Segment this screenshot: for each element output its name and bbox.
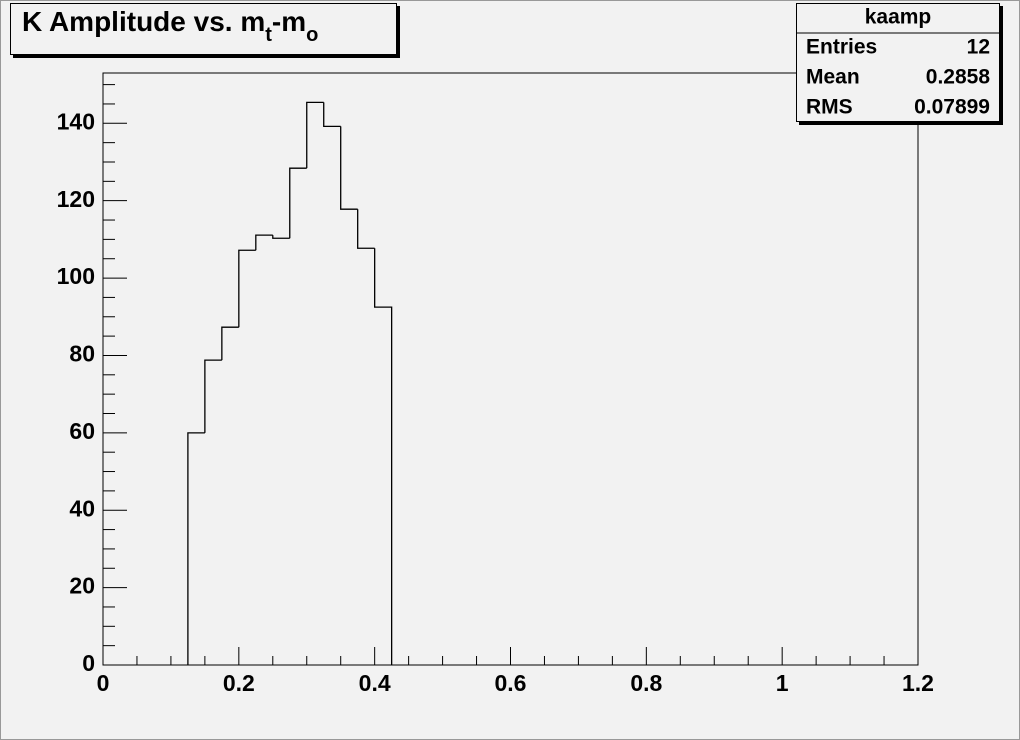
x-tick-label: 1.2 [902,670,934,696]
stats-value: 12 [967,36,990,59]
y-tick-label: 40 [69,495,95,521]
y-tick-label: 20 [69,573,95,599]
histogram-bin [340,126,358,210]
y-tick-label: 120 [57,186,95,212]
stats-frame [796,3,1000,122]
x-tick-label: 0 [97,670,110,696]
stats-title: kaamp [865,6,932,29]
histogram-bin [306,101,324,169]
x-tick-label: 0.8 [630,670,662,696]
histogram-bin [255,234,273,251]
y-tick-label: 0 [82,650,95,676]
title-box [10,3,397,55]
x-tick-label: 0.6 [495,670,527,696]
histogram-bin [238,249,256,328]
stats-box: kaamp Entries 12 Mean 0.2858 RMS 0.07899 [796,3,1003,125]
histogram-bin [221,326,239,361]
title-sub: o [306,24,318,46]
title-text: -m [272,6,306,37]
histogram-bin [204,359,222,433]
y-tick-label: 80 [69,341,95,367]
y-tick-label: 100 [57,263,95,289]
y-tick-label: 140 [57,108,95,134]
title-sub: t [265,24,272,46]
histogram-bin [272,235,290,239]
stats-label: RMS [806,96,853,119]
histogram-bin [187,432,205,665]
x-tick-label: 1 [776,670,789,696]
stats-label: Entries [806,36,877,59]
stats-value: 0.07899 [914,96,990,119]
histogram-bin [374,248,393,665]
x-tick-label: 0.2 [223,670,255,696]
plot-frame [102,72,919,666]
chart-title: K Amplitude vs. mt-mo [22,6,318,46]
stats-value: 0.2858 [926,66,991,89]
histogram-bin [323,102,341,128]
y-tick-label: 60 [69,418,95,444]
title-text: K Amplitude vs. m [22,6,265,37]
histogram-bin [357,209,375,249]
stats-label: Mean [806,66,860,89]
x-tick-label: 0.4 [359,670,391,696]
histogram-bin [289,167,307,239]
